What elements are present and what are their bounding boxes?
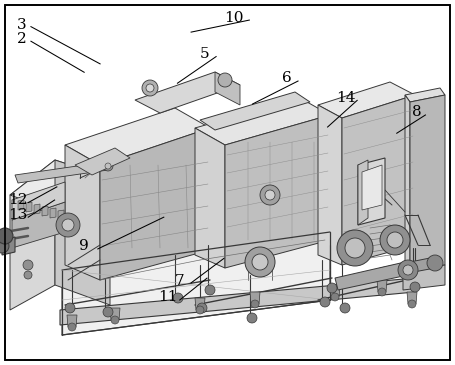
Polygon shape	[410, 95, 445, 268]
Circle shape	[410, 282, 420, 292]
Text: 13: 13	[9, 208, 28, 222]
Circle shape	[197, 303, 207, 313]
Polygon shape	[15, 162, 108, 183]
Circle shape	[62, 219, 74, 231]
Polygon shape	[60, 278, 415, 325]
Polygon shape	[380, 258, 435, 278]
Polygon shape	[10, 160, 110, 215]
Text: 8: 8	[411, 105, 421, 119]
Circle shape	[0, 239, 9, 253]
Polygon shape	[2, 237, 15, 255]
Polygon shape	[342, 95, 415, 265]
Polygon shape	[318, 82, 415, 118]
Circle shape	[103, 161, 113, 171]
Circle shape	[111, 316, 119, 324]
Polygon shape	[100, 128, 210, 280]
Circle shape	[327, 283, 337, 293]
Polygon shape	[75, 148, 130, 175]
Polygon shape	[65, 145, 100, 280]
Polygon shape	[330, 285, 340, 297]
Polygon shape	[405, 88, 445, 102]
Circle shape	[398, 260, 418, 280]
Polygon shape	[195, 298, 205, 310]
Polygon shape	[200, 92, 310, 130]
Polygon shape	[26, 202, 32, 212]
Text: 12: 12	[9, 193, 28, 207]
Polygon shape	[42, 206, 48, 216]
Polygon shape	[407, 292, 417, 304]
Polygon shape	[50, 208, 56, 218]
Polygon shape	[67, 315, 77, 327]
Text: 7: 7	[175, 274, 185, 288]
Polygon shape	[195, 128, 225, 268]
Polygon shape	[110, 308, 120, 320]
Polygon shape	[58, 210, 64, 220]
Circle shape	[403, 265, 413, 275]
Polygon shape	[5, 5, 450, 360]
Circle shape	[320, 297, 330, 307]
Polygon shape	[10, 160, 55, 310]
Polygon shape	[358, 158, 385, 225]
Polygon shape	[195, 98, 330, 145]
Text: 11: 11	[159, 291, 178, 304]
Circle shape	[247, 313, 257, 323]
Circle shape	[205, 285, 215, 295]
Circle shape	[265, 190, 275, 200]
Polygon shape	[34, 204, 40, 214]
Polygon shape	[62, 232, 330, 335]
Polygon shape	[335, 262, 408, 290]
Circle shape	[146, 84, 154, 92]
Polygon shape	[405, 95, 410, 272]
Text: 3: 3	[17, 18, 27, 32]
Polygon shape	[225, 115, 330, 268]
Circle shape	[196, 306, 204, 314]
Polygon shape	[250, 292, 260, 304]
Circle shape	[218, 73, 232, 87]
Polygon shape	[362, 165, 382, 210]
Polygon shape	[55, 160, 110, 305]
Polygon shape	[135, 72, 240, 113]
Circle shape	[56, 213, 80, 237]
Circle shape	[103, 307, 113, 317]
Polygon shape	[358, 160, 368, 225]
Circle shape	[387, 232, 403, 248]
Circle shape	[427, 255, 443, 271]
Text: 6: 6	[282, 72, 292, 85]
Polygon shape	[18, 200, 24, 210]
Circle shape	[252, 254, 268, 270]
Polygon shape	[65, 108, 210, 165]
Circle shape	[24, 271, 32, 279]
Circle shape	[68, 323, 76, 331]
Polygon shape	[12, 182, 65, 220]
Text: 10: 10	[225, 11, 244, 24]
Circle shape	[340, 303, 350, 313]
Polygon shape	[377, 280, 387, 292]
Text: 5: 5	[200, 47, 210, 61]
Polygon shape	[12, 202, 65, 248]
Circle shape	[337, 230, 373, 266]
Polygon shape	[318, 105, 342, 265]
Polygon shape	[215, 72, 240, 105]
Circle shape	[251, 300, 259, 308]
Circle shape	[105, 163, 111, 169]
Circle shape	[65, 303, 75, 313]
Circle shape	[23, 260, 33, 270]
Polygon shape	[403, 265, 445, 290]
Circle shape	[173, 293, 183, 303]
Circle shape	[0, 228, 13, 244]
Circle shape	[380, 225, 410, 255]
Text: 2: 2	[17, 32, 27, 46]
Circle shape	[245, 247, 275, 277]
Text: 14: 14	[336, 91, 355, 105]
Circle shape	[142, 80, 158, 96]
Circle shape	[345, 238, 365, 258]
Circle shape	[260, 185, 280, 205]
Circle shape	[331, 293, 339, 301]
Circle shape	[378, 288, 386, 296]
Circle shape	[408, 300, 416, 308]
Text: 9: 9	[79, 239, 89, 253]
